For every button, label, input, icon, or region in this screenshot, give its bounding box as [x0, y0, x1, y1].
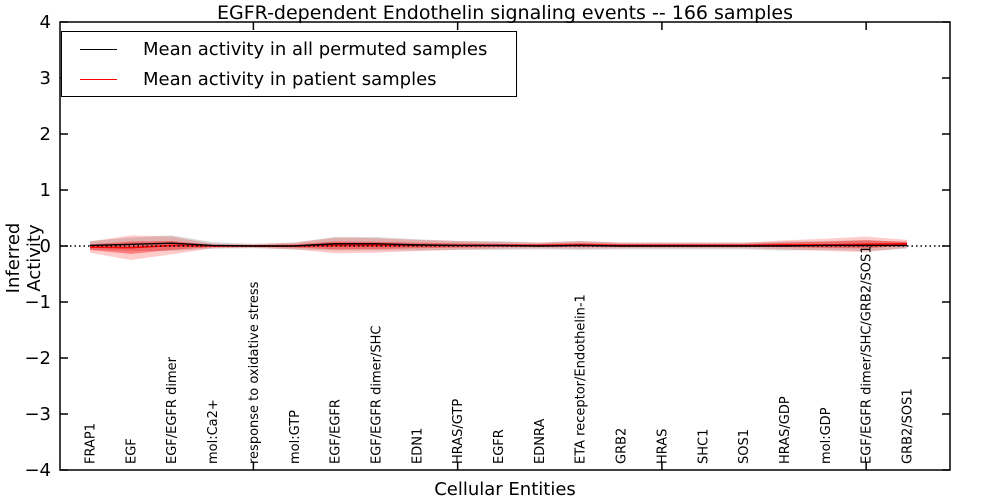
legend-label-permuted: Mean activity in all permuted samples — [143, 38, 488, 60]
x-category-label: HRAS/GTP — [451, 399, 466, 464]
chart-title: EGFR-dependent Endothelin signaling even… — [216, 2, 794, 24]
band-patient-samples-1std — [90, 240, 907, 254]
y-tick-label: −3 — [24, 404, 51, 425]
x-category-label: SHC1 — [696, 429, 711, 464]
x-category-label: GRB2/SOS1 — [901, 388, 916, 464]
x-category-label: mol:Ca2+ — [206, 399, 221, 464]
x-category-label: mol:GTP — [288, 410, 303, 464]
band-patient-samples-2std — [90, 235, 907, 260]
y-tick-label: 0 — [40, 236, 51, 257]
band-permuted-samples-std — [90, 235, 907, 252]
legend-label-patient: Mean activity in patient samples — [143, 68, 437, 90]
x-category-label: EGF/EGFR dimer — [165, 356, 180, 464]
y-tick-label: −1 — [24, 292, 51, 313]
legend-entry: Mean activity in patient samples — [80, 65, 516, 93]
y-tick-label: 2 — [40, 124, 51, 145]
x-category-label: response to oxidative stress — [247, 281, 262, 464]
x-category-label: HRAS/GDP — [778, 396, 793, 464]
y-tick-label: 4 — [40, 12, 51, 33]
legend-line-permuted-swatch — [80, 48, 117, 50]
x-category-label: GRB2 — [615, 428, 630, 464]
x-axis-label: Cellular Entities — [434, 479, 576, 500]
x-category-label: mol:GDP — [819, 407, 834, 464]
x-category-label: EGFR — [492, 429, 507, 464]
legend: Mean activity in all permuted samples Me… — [61, 31, 517, 97]
x-category-label: SOS1 — [737, 429, 752, 464]
x-category-label: ETA receptor/Endothelin-1 — [574, 294, 589, 464]
x-category-label: FRAP1 — [84, 423, 99, 464]
x-category-label: EDN1 — [410, 428, 425, 464]
legend-line-patient-swatch — [80, 78, 117, 80]
y-tick-label: −4 — [24, 460, 51, 481]
x-category-label: EGF/EGFR dimer/SHC — [369, 326, 384, 464]
y-tick-label: 3 — [40, 68, 51, 89]
x-category-label: EGF — [124, 438, 139, 464]
x-category-label: EGF/EGFR dimer/SHC/GRB2/SOS1 — [860, 246, 875, 465]
x-category-label: HRAS — [655, 429, 670, 464]
x-category-label: EGF/EGFR — [329, 399, 344, 464]
x-category-label: EDNRA — [533, 419, 548, 464]
y-tick-label: −2 — [24, 348, 51, 369]
legend-entry: Mean activity in all permuted samples — [80, 35, 516, 63]
y-tick-label: 1 — [40, 180, 51, 201]
